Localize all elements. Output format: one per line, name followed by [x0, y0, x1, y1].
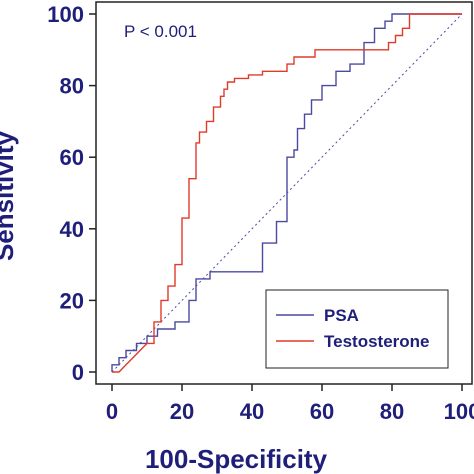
x-tick-label: 60 [310, 399, 334, 424]
x-tick-label: 0 [106, 399, 118, 424]
y-tick-label: 20 [60, 288, 84, 313]
y-tick-label: 100 [47, 2, 84, 27]
axes: 0 20 40 60 80 100 0 20 40 60 80 100 [47, 2, 474, 424]
x-axis-title: 100-Specificity [145, 444, 328, 474]
x-tick-label: 40 [240, 399, 264, 424]
series-line-testosterone [112, 13, 462, 373]
y-axis-title: Sensitivity [0, 130, 19, 261]
x-tick-label: 80 [380, 399, 404, 424]
plot-frame [95, 1, 473, 385]
y-tick-label: 80 [60, 74, 84, 99]
legend-box [265, 289, 449, 369]
x-tick-label: 20 [170, 399, 194, 424]
x-tick-label: 100 [444, 399, 474, 424]
plot-area [111, 13, 463, 373]
y-tick-label: 40 [60, 217, 84, 242]
legend-label-testosterone: Testosterone [324, 332, 430, 351]
y-tick-label: 0 [72, 360, 84, 385]
legend-label-psa: PSA [324, 306, 359, 325]
p-value-annotation: P < 0.001 [124, 22, 197, 41]
y-tick-label: 60 [60, 145, 84, 170]
legend: PSA Testosterone [265, 289, 449, 369]
